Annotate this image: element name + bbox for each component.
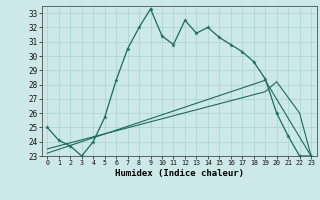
- X-axis label: Humidex (Indice chaleur): Humidex (Indice chaleur): [115, 169, 244, 178]
